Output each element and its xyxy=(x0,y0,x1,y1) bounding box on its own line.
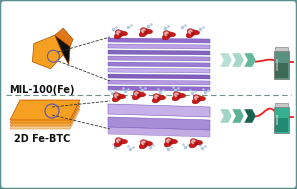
Circle shape xyxy=(138,94,140,97)
Polygon shape xyxy=(10,103,80,123)
Circle shape xyxy=(117,96,120,99)
Circle shape xyxy=(195,142,197,145)
Polygon shape xyxy=(108,117,210,130)
Polygon shape xyxy=(55,35,70,65)
Polygon shape xyxy=(10,100,80,120)
Polygon shape xyxy=(108,38,210,43)
Polygon shape xyxy=(108,50,210,55)
Bar xyxy=(275,63,288,78)
Polygon shape xyxy=(108,86,210,91)
Circle shape xyxy=(177,95,180,98)
Circle shape xyxy=(189,30,192,34)
Circle shape xyxy=(192,140,195,144)
Circle shape xyxy=(165,32,168,36)
Polygon shape xyxy=(55,28,73,46)
Circle shape xyxy=(168,34,170,37)
Polygon shape xyxy=(172,92,186,101)
Circle shape xyxy=(144,31,147,34)
Text: 2D Fe-BTC: 2D Fe-BTC xyxy=(14,134,70,144)
Polygon shape xyxy=(114,30,127,39)
Bar xyxy=(275,47,288,51)
Circle shape xyxy=(155,95,158,99)
Polygon shape xyxy=(108,44,210,49)
Polygon shape xyxy=(186,29,200,38)
Polygon shape xyxy=(108,74,210,79)
Circle shape xyxy=(117,139,120,143)
Circle shape xyxy=(142,141,145,145)
Polygon shape xyxy=(232,53,244,67)
Polygon shape xyxy=(192,95,206,104)
Bar xyxy=(276,59,278,71)
Bar xyxy=(274,51,289,79)
Polygon shape xyxy=(108,68,210,73)
Bar xyxy=(275,118,288,132)
Polygon shape xyxy=(108,56,210,61)
Polygon shape xyxy=(152,94,165,103)
Polygon shape xyxy=(162,31,176,40)
Polygon shape xyxy=(108,127,210,137)
Circle shape xyxy=(191,32,194,35)
Bar xyxy=(275,103,288,107)
Polygon shape xyxy=(232,109,244,123)
Circle shape xyxy=(144,143,147,146)
Polygon shape xyxy=(244,53,256,67)
Polygon shape xyxy=(10,106,80,126)
Circle shape xyxy=(175,93,178,97)
Circle shape xyxy=(135,92,138,96)
Circle shape xyxy=(195,96,198,100)
Circle shape xyxy=(167,139,170,143)
Circle shape xyxy=(169,141,172,144)
Polygon shape xyxy=(139,140,153,149)
Polygon shape xyxy=(244,109,256,123)
Text: MIL-100(Fe): MIL-100(Fe) xyxy=(9,85,75,95)
Polygon shape xyxy=(108,80,210,85)
Polygon shape xyxy=(108,62,210,67)
Circle shape xyxy=(119,141,122,144)
Polygon shape xyxy=(114,138,127,147)
Bar xyxy=(276,115,278,125)
Polygon shape xyxy=(220,53,232,67)
Polygon shape xyxy=(189,139,203,148)
Polygon shape xyxy=(112,93,126,102)
Polygon shape xyxy=(108,104,210,117)
Polygon shape xyxy=(32,35,63,69)
Circle shape xyxy=(115,94,118,98)
Polygon shape xyxy=(220,109,232,123)
Circle shape xyxy=(119,33,122,36)
Circle shape xyxy=(117,31,120,35)
Circle shape xyxy=(198,98,200,101)
Circle shape xyxy=(142,29,145,33)
Polygon shape xyxy=(139,28,153,37)
Polygon shape xyxy=(10,109,80,129)
Polygon shape xyxy=(164,138,178,147)
Polygon shape xyxy=(132,91,146,100)
Bar xyxy=(274,107,289,133)
Circle shape xyxy=(157,97,160,100)
